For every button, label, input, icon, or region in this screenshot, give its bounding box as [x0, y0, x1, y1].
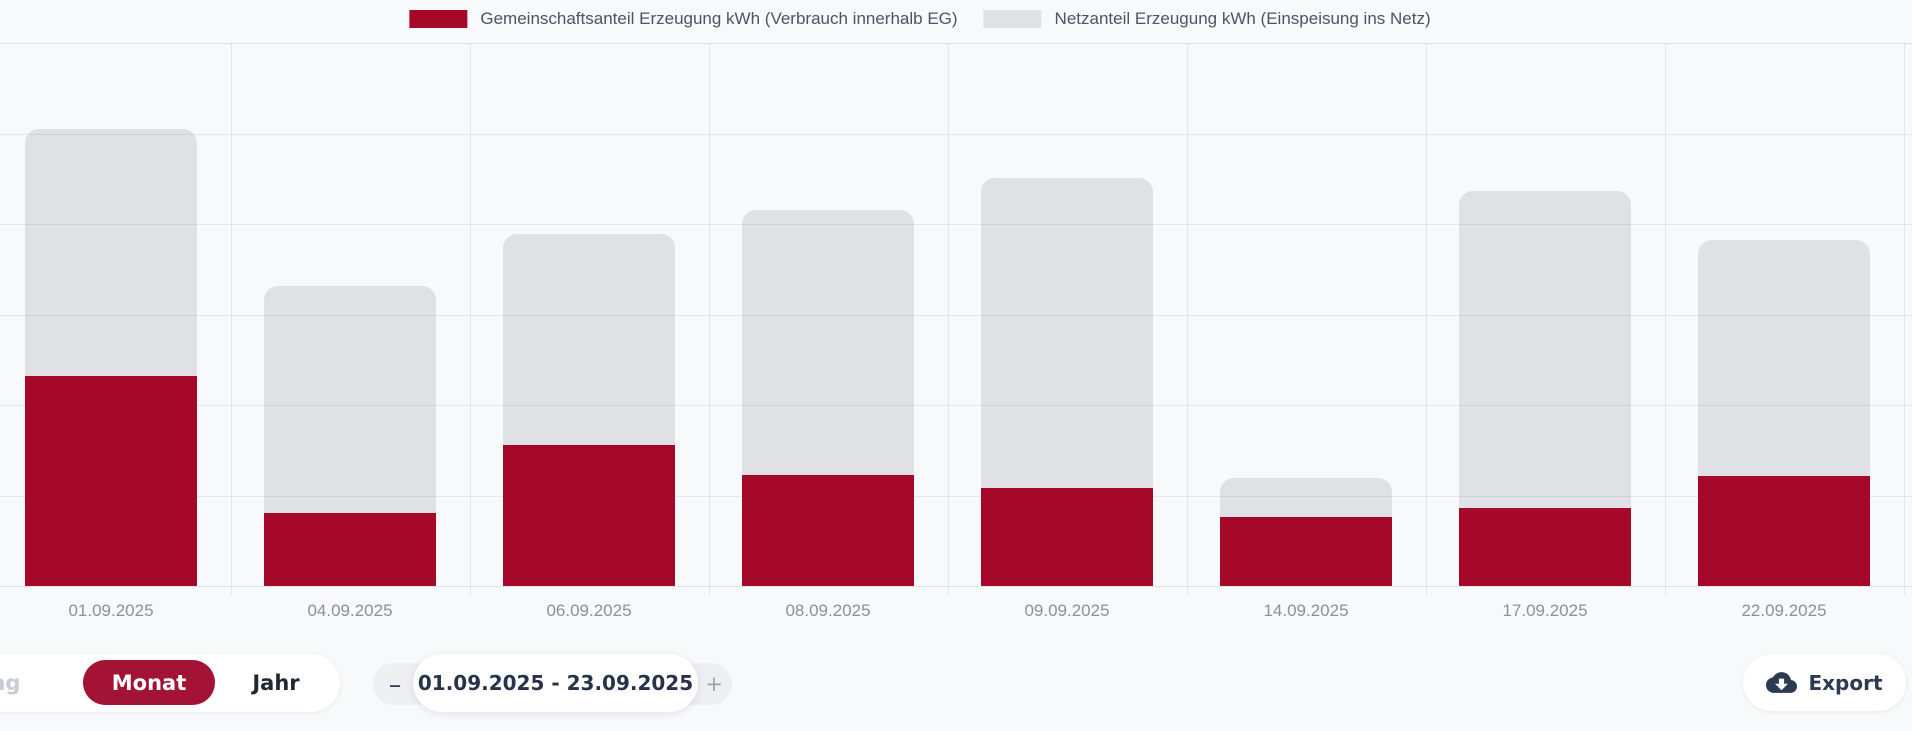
- bar-segment-netzanteil: [1220, 478, 1392, 518]
- v-gridline: [1186, 43, 1188, 595]
- legend-label-gemeinschaftsanteil: Gemeinschaftsanteil Erzeugung kWh (Verbr…: [480, 9, 958, 28]
- h-gridline: [0, 495, 1912, 497]
- tab-tag[interactable]: Tag: [0, 671, 21, 695]
- bar-segment-gemeinschaftsanteil: [1220, 517, 1392, 586]
- bar-segment-netzanteil: [25, 128, 197, 377]
- bar-segment-gemeinschaftsanteil: [1459, 508, 1631, 586]
- v-gridline: [1664, 43, 1666, 595]
- export-button[interactable]: Export: [1743, 654, 1906, 711]
- period-segmented-control: Tag Monat Jahr: [0, 654, 340, 712]
- x-axis-label: 08.09.2025: [785, 601, 871, 620]
- bar-segment-gemeinschaftsanteil: [742, 474, 914, 586]
- legend-label-netzanteil: Netzanteil Erzeugung kWh (Einspeisung in…: [1054, 9, 1431, 28]
- h-gridline: [0, 405, 1912, 406]
- bar-segment-gemeinschaftsanteil: [503, 444, 675, 586]
- bar-segment-gemeinschaftsanteil: [25, 376, 197, 586]
- x-axis-label: 17.09.2025: [1502, 601, 1588, 620]
- cloud-download-icon: [1766, 667, 1798, 698]
- bar-segment-netzanteil: [1459, 190, 1631, 509]
- h-gridline: [0, 586, 1912, 587]
- bar-segment-netzanteil: [503, 233, 675, 445]
- v-gridline: [947, 43, 949, 595]
- bar-segment-gemeinschaftsanteil: [264, 512, 436, 586]
- chart-legend: Gemeinschaftsanteil Erzeugung kWh (Verbr…: [409, 9, 1431, 29]
- x-axis-label: 06.09.2025: [546, 601, 632, 620]
- v-gridline: [1903, 43, 1905, 595]
- h-gridline: [0, 133, 1912, 135]
- x-axis-label: 04.09.2025: [307, 601, 393, 620]
- bar-segment-netzanteil: [264, 286, 436, 513]
- bar-segment-netzanteil: [1698, 240, 1870, 476]
- v-gridline: [469, 43, 471, 595]
- tab-monat[interactable]: Monat: [83, 660, 215, 705]
- h-gridline: [0, 43, 1912, 44]
- export-button-label: Export: [1808, 670, 1883, 695]
- bar-segment-gemeinschaftsanteil: [1698, 475, 1870, 586]
- legend-item-gemeinschaftsanteil[interactable]: Gemeinschaftsanteil Erzeugung kWh (Verbr…: [409, 9, 958, 29]
- x-axis-label: 22.09.2025: [1741, 601, 1827, 620]
- v-gridline: [230, 43, 232, 595]
- date-range-value[interactable]: 01.09.2025 - 23.09.2025: [413, 654, 698, 712]
- legend-swatch-gemeinschaftsanteil: [409, 10, 468, 28]
- x-axis-label: 01.09.2025: [68, 601, 154, 620]
- x-axis-label: 14.09.2025: [1263, 601, 1349, 620]
- v-gridline: [708, 43, 710, 595]
- bar-segment-netzanteil: [742, 210, 914, 475]
- legend-swatch-netzanteil: [983, 10, 1042, 28]
- h-gridline: [0, 224, 1912, 225]
- range-previous-button[interactable]: –: [388, 669, 402, 699]
- v-gridline: [1425, 43, 1427, 595]
- x-axis-label: 09.09.2025: [1024, 601, 1110, 620]
- bar-segment-gemeinschaftsanteil: [981, 488, 1153, 586]
- range-next-button[interactable]: +: [705, 672, 723, 696]
- legend-item-netzanteil[interactable]: Netzanteil Erzeugung kWh (Einspeisung in…: [983, 9, 1431, 29]
- bar-segment-netzanteil: [981, 177, 1153, 489]
- h-gridline: [0, 314, 1912, 316]
- tab-jahr[interactable]: Jahr: [252, 671, 300, 695]
